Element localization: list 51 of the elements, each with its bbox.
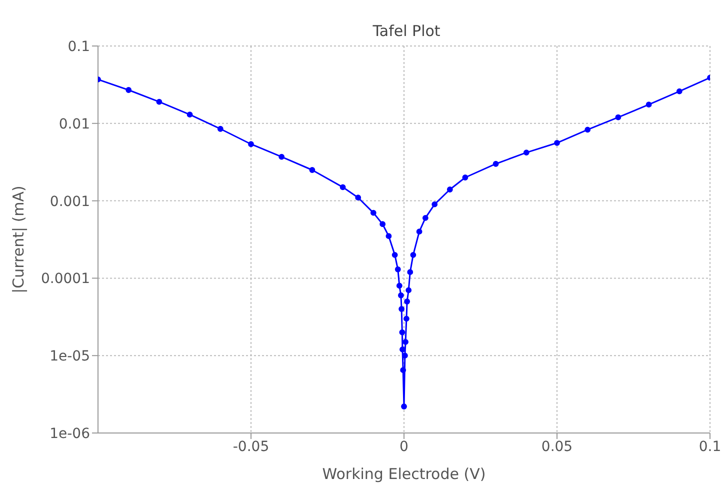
point	[398, 306, 404, 312]
point	[392, 252, 398, 258]
point	[462, 174, 468, 180]
x-tick-label: 0.1	[698, 438, 722, 455]
point	[410, 252, 416, 258]
point	[396, 282, 402, 289]
point	[615, 114, 622, 120]
point	[523, 150, 530, 156]
point	[248, 141, 254, 148]
point	[416, 228, 422, 235]
y-tick-label: 0.01	[58, 116, 90, 132]
y-tick-label: 0.0001	[41, 271, 90, 288]
point	[407, 269, 414, 276]
point	[156, 98, 162, 105]
point	[399, 329, 406, 336]
x-tick-label: -0.05	[232, 438, 270, 455]
point	[676, 88, 682, 94]
x-axis-title: Working Electrode (V)	[322, 465, 486, 483]
point	[398, 292, 404, 298]
point	[402, 339, 408, 345]
point	[406, 287, 412, 294]
chart-title: Tafel Plot	[372, 22, 442, 40]
point	[446, 186, 453, 192]
point	[401, 404, 407, 410]
point	[554, 140, 560, 146]
y-tick-label: 0.1	[68, 38, 90, 55]
point	[386, 233, 392, 240]
y-axis-title: |Current| (mA)	[9, 186, 28, 294]
x-tick-label: 0	[400, 438, 408, 455]
point	[340, 184, 346, 190]
point	[126, 87, 132, 93]
point	[432, 201, 438, 208]
y-tick-label: 0.001	[50, 194, 90, 210]
point	[278, 154, 285, 160]
y-tick-label: 1e-06	[50, 426, 90, 442]
point	[217, 126, 224, 132]
y-tick-label: 1e-05	[50, 348, 90, 365]
point	[394, 266, 401, 272]
point	[186, 112, 193, 118]
point	[400, 367, 406, 374]
point	[492, 160, 499, 167]
point	[355, 194, 362, 201]
point	[646, 102, 652, 108]
x-tick-label: 0.05	[541, 438, 573, 455]
point	[404, 316, 410, 322]
point	[584, 126, 591, 133]
point	[380, 221, 386, 228]
point	[422, 215, 428, 221]
point	[404, 298, 410, 304]
point	[309, 167, 316, 173]
point	[370, 210, 376, 216]
